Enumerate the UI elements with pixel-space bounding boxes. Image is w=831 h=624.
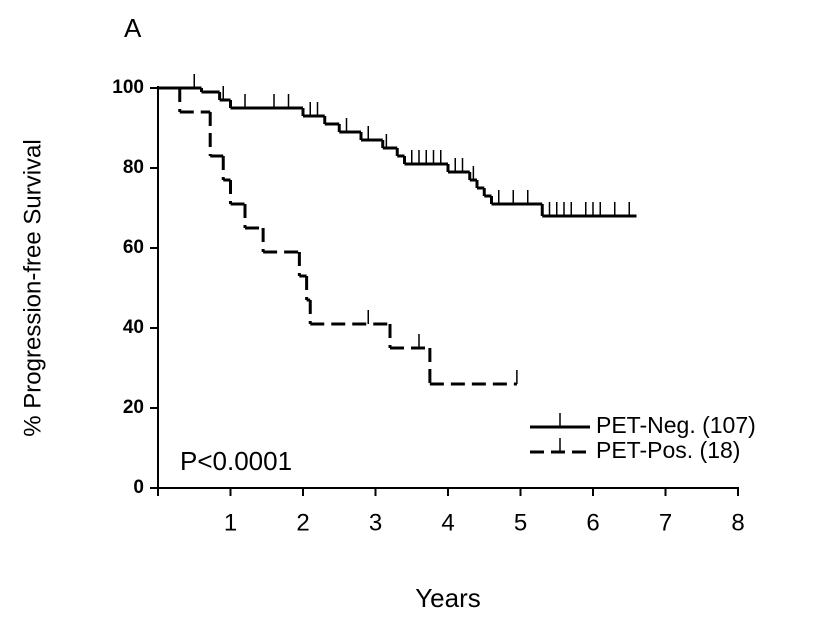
x-tick-label: 1 [224, 509, 237, 536]
y-tick-label: 100 [112, 77, 144, 98]
y-tick-label: 0 [133, 477, 144, 498]
x-tick-label: 8 [731, 509, 744, 536]
y-tick-label: 40 [123, 317, 144, 338]
x-tick-label: 3 [369, 509, 382, 536]
x-tick-label: 6 [586, 509, 599, 536]
y-tick-label: 20 [123, 397, 144, 418]
x-tick-label: 2 [296, 509, 309, 536]
x-axis-label: Years [415, 583, 481, 613]
annotation: P<0.0001 [180, 446, 292, 476]
panel-label: A [124, 13, 142, 43]
y-tick-label: 80 [123, 157, 144, 178]
legend-label: PET-Pos. (18) [596, 437, 740, 463]
x-tick-label: 5 [514, 509, 527, 536]
y-axis-label: % Progression-free Survival [19, 139, 46, 436]
x-tick-label: 7 [659, 509, 672, 536]
legend-label: PET-Neg. (107) [596, 412, 756, 438]
y-tick-label: 60 [123, 237, 144, 258]
x-tick-label: 4 [441, 509, 454, 536]
